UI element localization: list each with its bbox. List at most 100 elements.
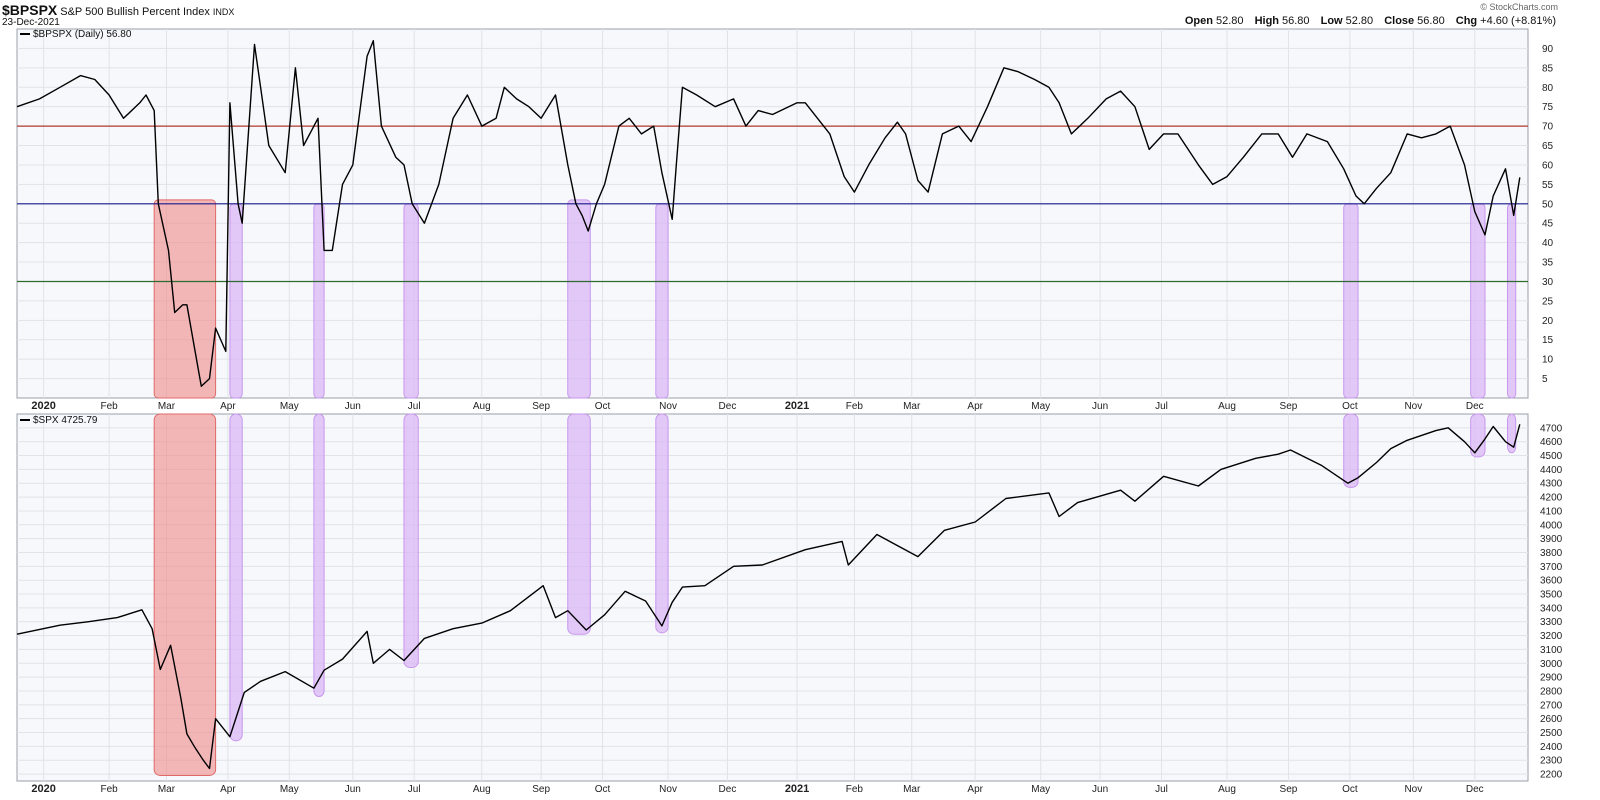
spx-tick-label: 3700 xyxy=(1540,562,1563,573)
month-label-top: Aug xyxy=(1218,401,1236,412)
bpspx-tick-label: 60 xyxy=(1542,160,1554,171)
month-label-top: 2021 xyxy=(785,400,809,412)
spx-tick-label: 2200 xyxy=(1540,770,1563,781)
bpspx-highlight-band xyxy=(1343,203,1359,399)
spx-highlight-band xyxy=(403,413,419,668)
spx-highlight-band xyxy=(567,413,591,635)
month-label-top: May xyxy=(280,401,299,412)
spx-highlight-band xyxy=(229,413,243,742)
month-label-bottom: Apr xyxy=(220,784,236,795)
description-label: S&P 500 Bullish Percent Index xyxy=(60,6,210,18)
spx-tick-label: 3100 xyxy=(1540,645,1563,656)
low-label: Low xyxy=(1320,15,1343,27)
chart-header: $BPSPX S&P 500 Bullish Percent Index INDX xyxy=(2,2,234,20)
spx-highlight-band xyxy=(313,413,325,698)
month-label-bottom: Dec xyxy=(719,784,737,795)
spx-highlight-band xyxy=(1343,413,1359,488)
spx-legend-text: $SPX 4725.79 xyxy=(33,415,98,426)
bpspx-tick-label: 55 xyxy=(1542,180,1554,191)
bpspx-tick-label: 10 xyxy=(1542,355,1554,366)
month-label-bottom: Feb xyxy=(846,784,864,795)
month-label-top: Aug xyxy=(473,401,491,412)
bpspx-tick-label: 20 xyxy=(1542,316,1554,327)
bpspx-highlight-band xyxy=(403,203,419,399)
bpspx-tick-label: 85 xyxy=(1542,63,1554,74)
bpspx-tick-label: 80 xyxy=(1542,83,1554,94)
exchange-label: INDX xyxy=(212,7,235,17)
bpspx-tick-label: 65 xyxy=(1542,141,1554,152)
spx-tick-label: 3200 xyxy=(1540,631,1563,642)
high-label: High xyxy=(1254,15,1280,27)
month-label-top: 2020 xyxy=(31,400,55,412)
bpspx-highlight-band xyxy=(655,203,669,399)
month-label-top: Mar xyxy=(903,401,921,412)
bpspx-legend: $BPSPX (Daily) 56.80 xyxy=(20,29,131,40)
month-label-top: Sep xyxy=(1280,401,1298,412)
month-label-bottom: 2021 xyxy=(785,783,809,795)
month-label-bottom: Apr xyxy=(967,784,983,795)
month-label-bottom: Nov xyxy=(659,784,677,795)
spx-highlight-band xyxy=(1507,413,1517,454)
spx-highlight-band xyxy=(153,413,217,776)
spx-tick-label: 3800 xyxy=(1540,548,1563,559)
spx-tick-label: 4500 xyxy=(1540,451,1563,462)
spx-tick-label: 3000 xyxy=(1540,659,1563,670)
month-label-bottom: Mar xyxy=(158,784,176,795)
spx-series-line xyxy=(16,424,1521,770)
spx-tick-label: 2300 xyxy=(1540,756,1563,767)
bpspx-highlight-band xyxy=(567,199,591,399)
bpspx-tick-label: 75 xyxy=(1542,102,1554,113)
spx-tick-label: 3900 xyxy=(1540,534,1563,545)
month-label-top: Oct xyxy=(1342,401,1358,412)
spx-panel xyxy=(16,413,1529,782)
spx-tick-label: 2600 xyxy=(1540,714,1563,725)
close-label: Close xyxy=(1384,15,1415,27)
month-label-bottom: Aug xyxy=(473,784,491,795)
bpspx-highlight-band xyxy=(229,203,243,399)
bpspx-tick-label: 70 xyxy=(1542,122,1554,133)
month-label-top: Apr xyxy=(220,401,236,412)
month-label-bottom: Oct xyxy=(1342,784,1358,795)
bpspx-tick-label: 50 xyxy=(1542,199,1554,210)
bpspx-tick-label: 40 xyxy=(1542,238,1554,249)
bpspx-tick-label: 30 xyxy=(1542,277,1554,288)
spx-tick-label: 4600 xyxy=(1540,437,1563,448)
bpspx-legend-text: $BPSPX (Daily) 56.80 xyxy=(33,29,132,40)
open-label: Open xyxy=(1184,15,1213,27)
high-value: 56.80 xyxy=(1282,15,1310,27)
bpspx-tick-label: 90 xyxy=(1542,44,1554,55)
bpspx-highlight-band xyxy=(313,203,325,399)
ohlc-readout: Open 52.80 High 56.80 Low 52.80 Close 56.80 … xyxy=(1177,15,1556,27)
chg-label: Chg xyxy=(1455,15,1478,27)
spx-highlight-band xyxy=(1470,413,1486,458)
month-label-top: Oct xyxy=(595,401,611,412)
spx-highlight-band xyxy=(655,413,669,634)
spx-tick-label: 2800 xyxy=(1540,686,1563,697)
month-label-top: Jul xyxy=(1155,401,1168,412)
month-label-top: Dec xyxy=(719,401,737,412)
month-label-top: Nov xyxy=(659,401,677,412)
spx-tick-label: 3600 xyxy=(1540,576,1563,587)
spx-tick-label: 4400 xyxy=(1540,465,1563,476)
brand-label: © StockCharts.com xyxy=(1480,2,1558,12)
bpspx-tick-label: 5 xyxy=(1542,374,1548,385)
month-label-top: Feb xyxy=(101,401,119,412)
chg-value: +4.60 (+8.81%) xyxy=(1480,15,1556,27)
bpspx-highlight-band xyxy=(1470,203,1486,399)
spx-tick-label: 2900 xyxy=(1540,673,1563,684)
month-label-bottom: Oct xyxy=(595,784,611,795)
spx-tick-label: 4200 xyxy=(1540,493,1563,504)
month-label-top: Jun xyxy=(345,401,361,412)
bpspx-tick-label: 45 xyxy=(1542,219,1554,230)
spx-tick-label: 2500 xyxy=(1540,728,1563,739)
month-label-bottom: Nov xyxy=(1404,784,1422,795)
low-value: 52.80 xyxy=(1345,15,1374,27)
spx-tick-label: 3500 xyxy=(1540,590,1563,601)
month-label-bottom: Dec xyxy=(1466,784,1484,795)
spx-tick-label: 4300 xyxy=(1540,479,1563,490)
month-label-top: Dec xyxy=(1466,401,1484,412)
month-label-top: Jul xyxy=(408,401,421,412)
month-label-top: May xyxy=(1031,401,1050,412)
spx-tick-label: 3400 xyxy=(1540,603,1563,614)
